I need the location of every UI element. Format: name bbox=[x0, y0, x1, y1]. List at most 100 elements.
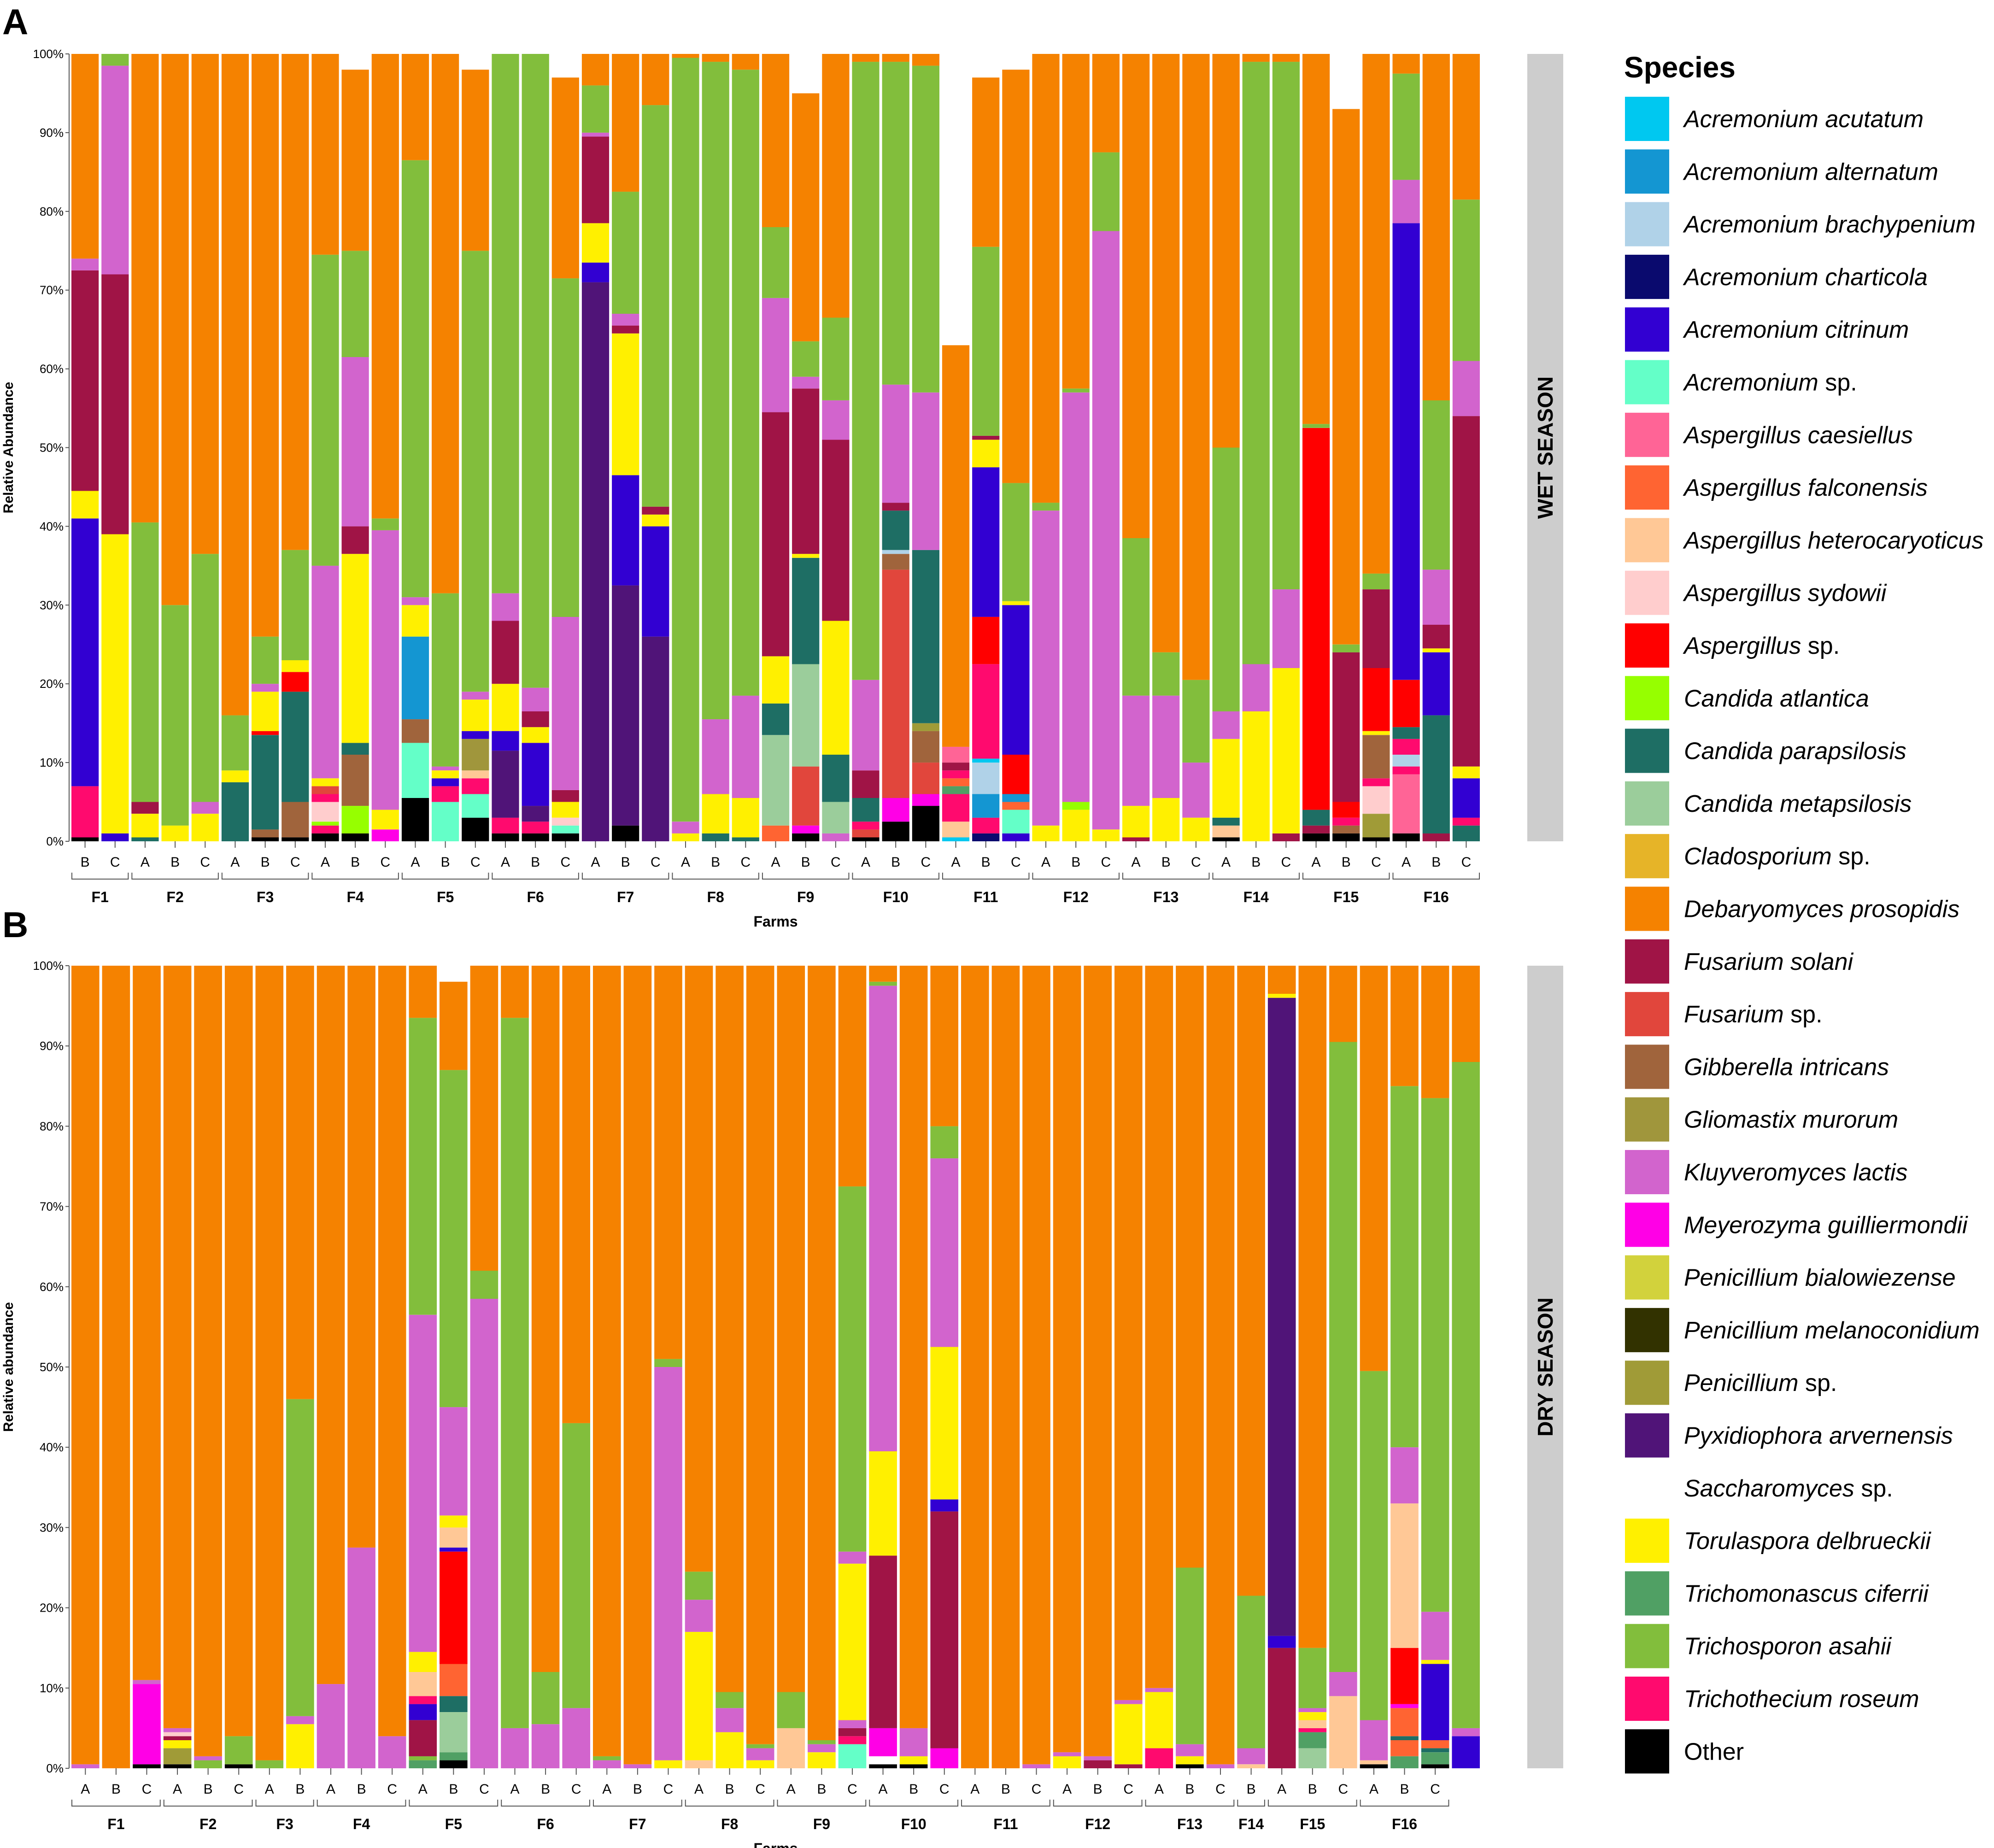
farm-bracket bbox=[1053, 1800, 1143, 1807]
legend-item: Torulaspora delbrueckii bbox=[1625, 1519, 1931, 1563]
bar-segment-td bbox=[101, 534, 129, 833]
legend-swatch-td bbox=[1625, 1519, 1669, 1563]
legend-label: Trichomonascus ciferrii bbox=[1684, 1580, 1929, 1607]
legend-swatch-ta bbox=[1625, 1624, 1669, 1668]
bar-segment-asp bbox=[432, 802, 459, 841]
farm-label: F10 bbox=[883, 889, 909, 905]
legend-label: Fusarium solani bbox=[1684, 949, 1853, 975]
bar-segment-ot bbox=[882, 821, 909, 841]
legend-space bbox=[1773, 685, 1780, 712]
farm-label: F8 bbox=[707, 889, 724, 905]
y-axis-label: Relative Abundance bbox=[1, 382, 16, 514]
bar-segment-kl bbox=[194, 1756, 222, 1760]
legend-space bbox=[1784, 1001, 1790, 1028]
bar-segment-ah bbox=[685, 1760, 713, 1768]
bar-segment-dp bbox=[252, 54, 279, 637]
bar-segment-ta bbox=[612, 192, 639, 314]
bar-segment-dp bbox=[869, 966, 897, 982]
legend-space bbox=[1818, 370, 1825, 396]
bar bbox=[762, 54, 790, 841]
bar bbox=[685, 966, 713, 1768]
farm-label: F8 bbox=[721, 1816, 738, 1832]
bar-segment-fs bbox=[869, 1555, 897, 1728]
bar-segment-kl bbox=[1145, 1688, 1173, 1692]
bar-segment-ta bbox=[341, 251, 369, 357]
bar-segment-ot bbox=[401, 798, 429, 841]
bar-segment-ta bbox=[409, 1018, 437, 1315]
bar-segment-cm bbox=[440, 1712, 468, 1753]
farm-bracket bbox=[317, 1800, 406, 1807]
panel-b: B 0% 10% 20% 30% 40% 50% 60% 70% 80% 90% 100% Relati… bbox=[1, 904, 1563, 1848]
bar-segment-td bbox=[685, 1631, 713, 1760]
bar-segment-psp bbox=[163, 1748, 192, 1765]
farm-bracket bbox=[1032, 873, 1120, 880]
y-tick-label: 0% bbox=[46, 834, 64, 848]
legend-item: Aspergillus heterocaryoticus bbox=[1625, 518, 1983, 563]
bar-segment-dp bbox=[71, 966, 100, 1765]
bar-segment-ta bbox=[311, 254, 339, 566]
bar bbox=[102, 966, 130, 1768]
bar-segment-td bbox=[282, 660, 309, 672]
legend-label: Acremonium brachypenium bbox=[1683, 211, 1976, 238]
bar-segment-cp bbox=[732, 837, 759, 841]
bar-segment-tr bbox=[1392, 766, 1420, 774]
bar-segment-aci bbox=[1002, 605, 1030, 755]
legend-epithet: falconensis bbox=[1808, 475, 1928, 501]
bar-segment-fs bbox=[101, 274, 129, 534]
bar bbox=[852, 54, 880, 841]
bar-segment-cp bbox=[852, 798, 880, 822]
bar-segment-cp bbox=[1421, 1748, 1449, 1753]
bar-segment-ta bbox=[432, 593, 459, 767]
bar-segment-cp bbox=[1390, 1736, 1419, 1740]
bar bbox=[912, 54, 939, 841]
bar bbox=[161, 54, 189, 841]
bar-segment-aspp bbox=[252, 731, 279, 735]
legend-epithet: roseum bbox=[1839, 1686, 1919, 1713]
legend-item: Aspergillus sydowii bbox=[1625, 570, 1887, 615]
legend-swatch-cat bbox=[1625, 676, 1669, 721]
bar-segment-ot bbox=[133, 1764, 161, 1768]
bar-segment-pa bbox=[492, 751, 519, 818]
bar bbox=[311, 54, 339, 841]
bar-segment-fsp bbox=[882, 569, 909, 798]
bar-segment-td bbox=[1298, 1712, 1327, 1720]
bar-segment-kl bbox=[531, 1724, 560, 1768]
bar-segment-asp bbox=[838, 1744, 867, 1768]
bar-segment-cp bbox=[912, 550, 939, 723]
bar-segment-td bbox=[654, 1760, 682, 1768]
bar-segment-td bbox=[409, 1652, 437, 1672]
bar-segment-fs bbox=[522, 711, 549, 727]
bar-segment-fs bbox=[942, 763, 970, 771]
legend-label: Acremonium acutatum bbox=[1683, 106, 1924, 133]
bar-segment-tr bbox=[311, 794, 339, 802]
x-sample-label: A bbox=[1221, 855, 1231, 870]
bar-segment-tc bbox=[409, 1760, 437, 1768]
farm-label: F6 bbox=[537, 1816, 554, 1832]
x-axis-label: Farms bbox=[753, 913, 798, 930]
bar-segment-kl bbox=[1422, 569, 1450, 625]
bar-segment-td bbox=[462, 699, 489, 731]
bar-segment-kl bbox=[101, 65, 129, 275]
bar-segment-ot bbox=[1332, 833, 1360, 841]
bar bbox=[642, 54, 669, 841]
bar-segment-td bbox=[838, 1563, 867, 1720]
bar-segment-tr bbox=[972, 664, 1000, 759]
bar-segment-af bbox=[1421, 1740, 1449, 1748]
bar-segment-ta bbox=[593, 1756, 621, 1760]
farm-label: F15 bbox=[1300, 1816, 1325, 1832]
bar bbox=[440, 981, 468, 1768]
bar-segment-tr bbox=[492, 817, 519, 833]
bar-segment-kl bbox=[612, 314, 639, 326]
bar-segment-gi bbox=[252, 829, 279, 838]
y-tick-label: 50% bbox=[40, 1360, 64, 1374]
bar-segment-ta bbox=[131, 522, 159, 802]
x-sample-label: A bbox=[951, 855, 961, 870]
bar-segment-cm bbox=[792, 664, 820, 767]
bar bbox=[702, 54, 729, 841]
bar bbox=[131, 54, 159, 841]
farm-label: F6 bbox=[527, 889, 544, 905]
bar bbox=[341, 70, 369, 841]
bar bbox=[432, 54, 459, 841]
y-tick-label: 70% bbox=[40, 283, 64, 297]
x-sample-label: B bbox=[295, 1782, 305, 1797]
